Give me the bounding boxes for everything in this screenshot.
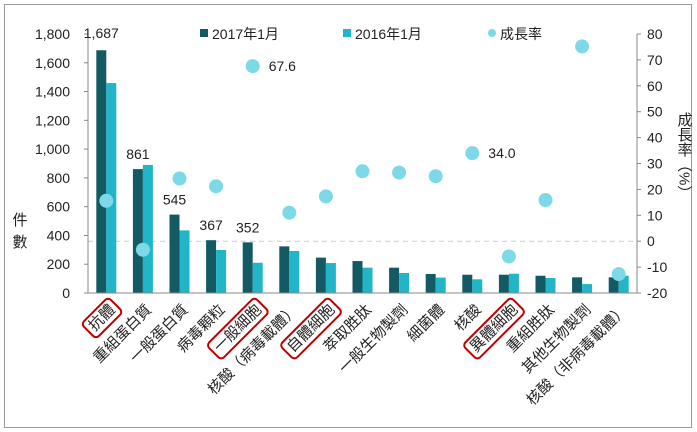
data-label: 861 (126, 146, 150, 162)
highlight-box (81, 297, 123, 339)
y-tick-label: 1,800 (35, 26, 70, 42)
legend-swatch-2 (488, 29, 496, 37)
bar-2016 (325, 263, 336, 293)
y-axis-title-char: 數 (12, 234, 27, 251)
y2-tick-label: 10 (647, 207, 663, 223)
y-tick-label: 400 (47, 227, 71, 243)
growth-rate-point (611, 267, 626, 282)
data-label: 1,687 (84, 25, 119, 41)
growth-rate-point (428, 169, 443, 184)
data-label: 545 (163, 192, 187, 208)
bar-2017 (315, 257, 326, 293)
bar-2017 (535, 275, 546, 293)
bar-2016 (399, 272, 410, 293)
data-label: 34.0 (488, 145, 515, 161)
growth-rate-point (575, 39, 590, 54)
legend-swatch-1 (343, 29, 351, 37)
y-tick-label: 800 (47, 170, 71, 186)
y2-tick-label: 0 (647, 233, 655, 249)
data-label: 352 (236, 219, 260, 235)
y-tick-label: 0 (62, 285, 70, 301)
bar-2016 (106, 83, 117, 294)
y2-tick-label: 50 (647, 104, 663, 120)
bar-2016 (472, 279, 483, 293)
bar-2017 (352, 261, 363, 293)
bar-2017 (389, 267, 400, 293)
y-tick-label: 600 (47, 199, 71, 215)
growth-rate-point (501, 249, 516, 264)
growth-rate-point (355, 164, 370, 179)
bar-2017 (242, 242, 253, 293)
growth-rate-point (245, 59, 260, 74)
y2-axis-title: 成長率（%） (676, 112, 693, 200)
y2-tick-label: 80 (647, 26, 663, 42)
growth-rate-point (99, 193, 114, 208)
bar-2016 (582, 284, 593, 293)
y2-tick-label: 40 (647, 130, 663, 146)
bar-2017 (462, 274, 473, 293)
growth-rate-point (209, 179, 224, 194)
growth-rate-point (172, 171, 187, 186)
bar-2017 (169, 214, 180, 293)
legend-label: 2017年1月 (212, 26, 279, 42)
y-tick-label: 200 (47, 256, 71, 272)
growth-rate-point (465, 146, 480, 161)
bar-2016 (252, 262, 263, 293)
growth-rate-point (318, 189, 333, 204)
bar-2017 (279, 246, 290, 293)
bar-2016 (179, 230, 190, 293)
y-axis-title-char: 件 (12, 212, 27, 229)
bar-2017 (572, 277, 583, 293)
highlight-box (280, 297, 342, 360)
growth-rate-point (392, 165, 407, 180)
legend-label: 成長率 (500, 26, 542, 42)
bar-2016 (435, 277, 446, 293)
bar-2016 (289, 250, 300, 293)
bar-2016 (142, 164, 153, 293)
data-label: 367 (199, 217, 223, 233)
data-label: 67.6 (269, 58, 296, 74)
legend-label: 2016年1月 (355, 26, 422, 42)
growth-rate-point (135, 242, 150, 257)
bar-2016 (508, 273, 519, 293)
y2-tick-label: 30 (647, 156, 663, 172)
bar-2016 (216, 249, 227, 293)
bar-2016 (545, 278, 556, 293)
bar-2016 (362, 267, 373, 293)
chart-frame (4, 4, 692, 428)
bar-2017 (206, 240, 217, 293)
bar-2017 (132, 169, 143, 293)
growth-rate-point (282, 205, 297, 220)
growth-rate-point (538, 193, 553, 208)
y-tick-label: 1,600 (35, 55, 70, 71)
y2-tick-label: 60 (647, 78, 663, 94)
highlight-box (207, 297, 269, 360)
y2-tick-label: 20 (647, 181, 663, 197)
bar-2017 (498, 274, 509, 293)
legend-swatch-0 (200, 29, 208, 37)
bar-2017 (425, 274, 436, 293)
bar-2016 (618, 275, 629, 293)
y-tick-label: 1,200 (35, 112, 70, 128)
highlight-box (463, 297, 525, 360)
y2-tick-label: -10 (647, 259, 667, 275)
y2-tick-label: -20 (647, 285, 667, 301)
bar-2017 (96, 50, 107, 293)
y-tick-label: 1,400 (35, 84, 70, 100)
y-tick-label: 1,000 (35, 141, 70, 157)
y2-tick-label: 70 (647, 52, 663, 68)
bar-2017 (608, 277, 619, 293)
